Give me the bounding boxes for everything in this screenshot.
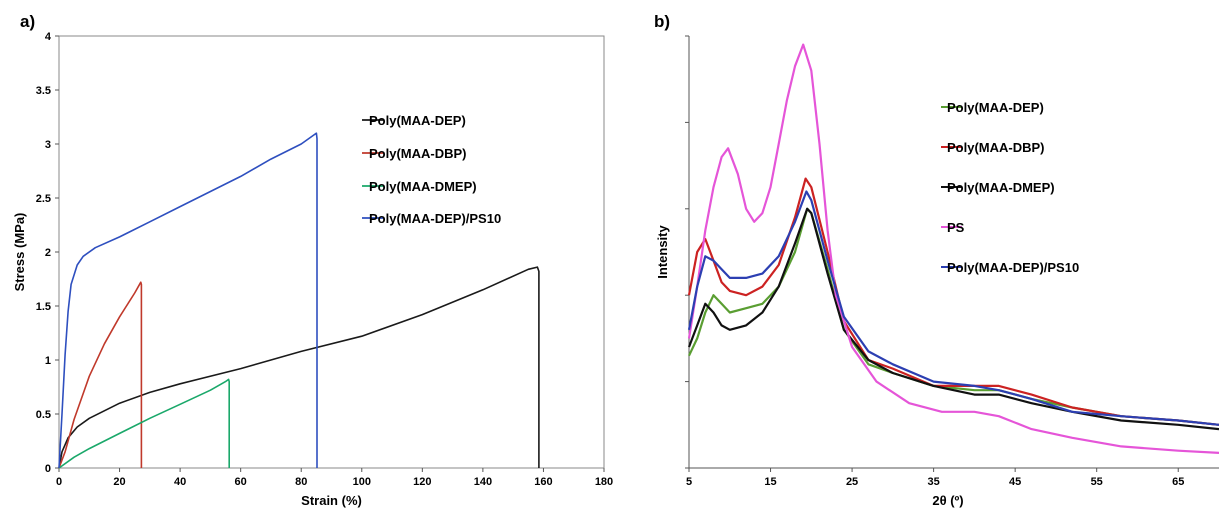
series-line-5 <box>687 190 1219 426</box>
panel-a-y-axis-title: Stress (MPa) <box>12 213 27 292</box>
series-line-4 <box>687 43 1219 454</box>
legend-label: PS <box>947 220 965 235</box>
panel-a: a) 0 0.5 1 1.5 2 2.5 3 3.5 4 0 20 40 60 80 100 120 140 1… <box>12 12 613 508</box>
x-tick-label: 65 <box>1172 476 1184 488</box>
y-tick-label: 0.5 <box>36 409 51 421</box>
legend-label: Poly(MAA-DEP) <box>369 113 466 128</box>
panel-b-series <box>687 43 1219 454</box>
legend-label: Poly(MAA-DBP) <box>947 140 1045 155</box>
panel-b: b) 5 15 25 35 45 55 65 2θ (º) Intensity Poly(M… <box>654 12 1219 508</box>
series-line-3 <box>687 207 1219 431</box>
x-tick-label: 100 <box>353 476 371 488</box>
x-tick-label: 25 <box>846 476 858 488</box>
panel-b-label: b) <box>654 12 670 31</box>
panel-b-legend: Poly(MAA-DEP) Poly(MAA-DBP) Poly(MAA-DMEP)… <box>941 100 1079 275</box>
panel-a-y-ticks: 0 0.5 1 1.5 2 2.5 3 3.5 4 <box>36 31 59 475</box>
legend-label: Poly(MAA-DBP) <box>369 146 467 161</box>
series-line-2 <box>687 177 1219 426</box>
legend-label: Poly(MAA-DEP)/PS10 <box>947 260 1079 275</box>
legend-label: Poly(MAA-DMEP) <box>369 179 477 194</box>
x-tick-label: 160 <box>534 476 552 488</box>
y-tick-label: 3 <box>45 139 51 151</box>
y-tick-label: 1.5 <box>36 301 51 313</box>
y-tick-label: 1 <box>45 355 51 367</box>
y-tick-label: 3.5 <box>36 85 51 97</box>
x-tick-label: 55 <box>1091 476 1103 488</box>
x-tick-label: 180 <box>595 476 613 488</box>
panel-b-plot-area: 5 15 25 35 45 55 65 <box>685 35 1219 488</box>
x-tick-label: 80 <box>295 476 307 488</box>
series-line-4 <box>58 132 318 469</box>
x-tick-label: 0 <box>56 476 62 488</box>
panel-a-x-axis-title: Strain (%) <box>301 493 362 508</box>
x-tick-label: 5 <box>686 476 692 488</box>
series-line-1 <box>688 207 1219 426</box>
legend-label: Poly(MAA-DEP)/PS10 <box>369 211 501 226</box>
x-tick-label: 60 <box>235 476 247 488</box>
panel-b-x-axis-title: 2θ (º) <box>932 493 963 508</box>
series-line-1 <box>58 266 540 469</box>
panel-a-legend: Poly(MAA-DEP) Poly(MAA-DBP) Poly(MAA-DMEP)… <box>362 113 501 226</box>
panel-b-axes <box>688 36 1219 469</box>
panel-a-x-ticks: 0 20 40 60 80 100 120 140 160 180 <box>56 468 613 488</box>
panel-b-y-axis-title: Intensity <box>655 225 670 279</box>
panel-a-label: a) <box>20 12 35 31</box>
y-tick-label: 2.5 <box>36 193 51 205</box>
y-tick-label: 4 <box>45 31 52 43</box>
x-tick-label: 45 <box>1009 476 1021 488</box>
series-line-2 <box>58 281 143 469</box>
x-tick-label: 15 <box>764 476 776 488</box>
panel-a-plot-area: 0 0.5 1 1.5 2 2.5 3 3.5 4 0 20 40 60 80 100 120 140 160 1… <box>36 31 613 488</box>
x-tick-label: 40 <box>174 476 186 488</box>
x-tick-label: 120 <box>413 476 431 488</box>
y-tick-label: 0 <box>45 463 51 475</box>
panel-a-series <box>58 132 540 469</box>
x-tick-label: 35 <box>927 476 939 488</box>
legend-label: Poly(MAA-DEP) <box>947 100 1044 115</box>
legend-label: Poly(MAA-DMEP) <box>947 180 1055 195</box>
x-tick-label: 20 <box>113 476 125 488</box>
y-tick-label: 2 <box>45 247 51 259</box>
series-line-3 <box>58 378 230 469</box>
x-tick-label: 140 <box>474 476 492 488</box>
panel-b-x-ticks: 5 15 25 35 45 55 65 <box>686 468 1184 488</box>
panel-b-y-ticks <box>685 35 689 469</box>
